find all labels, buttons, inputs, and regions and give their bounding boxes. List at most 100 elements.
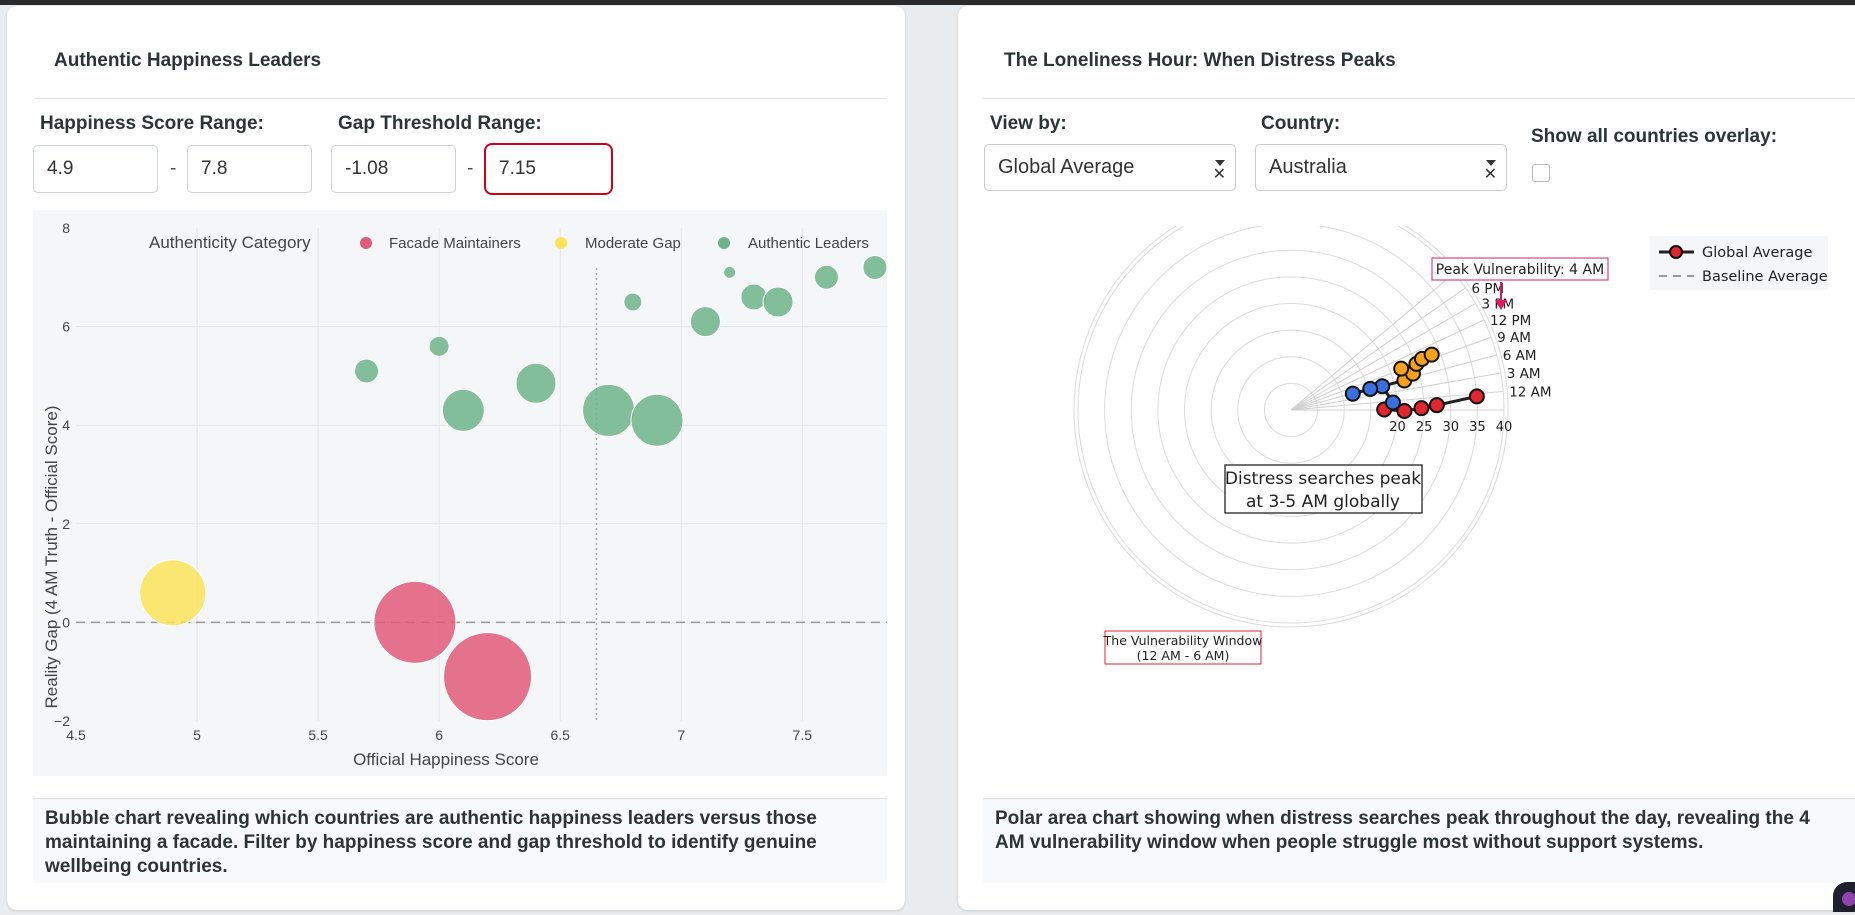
radial-tick-label: 20 — [1389, 420, 1406, 435]
x-tick-label: 5 — [193, 727, 201, 743]
hour-marker[interactable] — [1396, 402, 1413, 419]
hour-marker[interactable] — [1413, 400, 1430, 417]
peak-annotation-box — [1431, 257, 1609, 281]
bubble-facade-maintainers[interactable] — [443, 632, 533, 722]
radial-tick-label: 35 — [1469, 420, 1486, 435]
hour-marker[interactable] — [1423, 346, 1440, 363]
bubble-chart: 4.5 5 5.5 6 6.5 7 7.5 −2 0 2 4 6 8 Official Happines… — [33, 210, 887, 776]
chart-legend: Authenticity Category Facade Maintainers… — [149, 233, 869, 252]
y-axis-label: Reality Gap (4 AM Truth - Official Score… — [42, 406, 61, 709]
dropdown-arrow-icon[interactable] — [1215, 160, 1225, 166]
bubble-authentic-leaders[interactable] — [515, 362, 557, 404]
outer-ring — [1073, 226, 1509, 628]
legend-baseline-average[interactable]: Baseline Average — [1702, 269, 1828, 285]
bubble-authentic-leaders[interactable] — [740, 283, 768, 311]
legend-marker-icon — [1669, 245, 1683, 259]
window-annotation-line: (12 AM - 6 AM) — [1137, 648, 1230, 663]
bubble-facade-maintainers[interactable] — [373, 580, 457, 664]
legend-authentic-leaders[interactable]: Authentic Leaders — [748, 235, 869, 252]
legend-marker-authentic[interactable] — [718, 237, 730, 249]
divider — [34, 98, 887, 99]
legend-moderate-gap[interactable]: Moderate Gap — [585, 235, 681, 252]
hour-marker[interactable] — [1393, 360, 1410, 377]
card-title: Authentic Happiness Leaders — [54, 50, 322, 71]
angular-tick-label: 3 AM — [1507, 366, 1541, 382]
bubble-authentic-leaders[interactable] — [623, 292, 643, 312]
legend-facade-maintainers[interactable]: Facade Maintainers — [389, 235, 521, 252]
bubble-authentic-leaders[interactable] — [354, 358, 380, 384]
happiness-min-input[interactable] — [33, 145, 158, 193]
radial-tick-label: 40 — [1496, 420, 1513, 435]
divider — [983, 98, 1855, 99]
bubble-authentic-leaders[interactable] — [582, 383, 636, 437]
gap-range-label: Gap Threshold Range: — [338, 113, 542, 134]
x-axis-label: Official Happiness Score — [353, 750, 539, 769]
assistant-badge-icon[interactable] — [1833, 882, 1855, 912]
legend-marker-moderate[interactable] — [555, 237, 567, 249]
overlay-label: Show all countries overlay: — [1531, 126, 1778, 147]
country-value: Australia — [1269, 156, 1347, 178]
x-tick-label: 7 — [677, 727, 685, 743]
legend-marker-facade[interactable] — [360, 237, 372, 249]
chart-description: Polar area chart showing when distress s… — [983, 798, 1855, 883]
angular-spoke — [1290, 272, 1455, 411]
bubble-authentic-leaders[interactable] — [630, 393, 684, 447]
happiness-leaders-card: Authentic Happiness Leaders Happiness Sc… — [7, 6, 905, 910]
window-annotation-box — [1104, 630, 1262, 665]
x-tick-label: 6 — [435, 727, 443, 743]
y-tick-label: 0 — [62, 614, 70, 630]
happiness-range-label: Happiness Score Range: — [40, 113, 264, 134]
x-tick-label: 7.5 — [793, 727, 813, 743]
angular-spoke — [1290, 287, 1466, 411]
bubble-authentic-leaders[interactable] — [813, 264, 839, 290]
bubble-authentic-leaders[interactable] — [428, 335, 450, 357]
bubble-authentic-leaders[interactable] — [723, 265, 737, 279]
clear-icon[interactable]: ✕ — [1212, 166, 1226, 183]
peak-arrowhead-icon — [1495, 300, 1507, 310]
overlay-checkbox[interactable] — [1532, 164, 1550, 182]
hour-marker[interactable] — [1344, 385, 1361, 402]
angular-tick-label: 12 AM — [1509, 384, 1551, 400]
angular-tick-label: 9 AM — [1497, 330, 1531, 346]
radial-ring — [1077, 226, 1505, 624]
bubble-authentic-leaders[interactable] — [762, 286, 794, 318]
y-tick-label: 2 — [62, 516, 70, 532]
angular-spoke — [1290, 372, 1501, 411]
x-tick-label: 6.5 — [550, 727, 570, 743]
gap-max-input[interactable] — [484, 143, 613, 195]
country-label: Country: — [1261, 113, 1341, 134]
radial-tick-label: 25 — [1416, 420, 1433, 435]
hour-marker[interactable] — [1384, 394, 1401, 411]
happiness-max-input[interactable] — [187, 145, 312, 193]
view-by-value: Global Average — [998, 156, 1135, 178]
angular-tick-label: 6 AM — [1503, 348, 1537, 364]
hour-marker[interactable] — [1428, 397, 1445, 414]
country-select[interactable]: Australia ✕ — [1255, 144, 1507, 191]
angular-tick-label: 6 PM — [1471, 281, 1504, 297]
bubble-authentic-leaders[interactable] — [441, 388, 485, 432]
bubble-authentic-leaders[interactable] — [689, 306, 721, 338]
hour-marker[interactable] — [1362, 380, 1379, 397]
bubble-moderate-gap[interactable] — [139, 559, 207, 627]
dropdown-arrow-icon[interactable] — [1486, 160, 1496, 166]
range-separator: - — [170, 158, 177, 179]
card-title: The Loneliness Hour: When Distress Peaks — [1004, 50, 1396, 71]
view-by-select[interactable]: Global Average ✕ — [984, 144, 1236, 191]
bubble-authentic-leaders[interactable] — [862, 254, 887, 280]
angular-spoke — [1290, 319, 1485, 411]
peak-annotation: Peak Vulnerability: 4 AM — [1436, 262, 1604, 278]
summary-annotation-box — [1224, 464, 1423, 514]
range-separator: - — [467, 158, 474, 179]
clear-icon[interactable]: ✕ — [1483, 166, 1497, 183]
angular-spoke — [1290, 336, 1492, 411]
angular-spoke — [1290, 303, 1476, 411]
hour-marker[interactable] — [1468, 388, 1485, 405]
summary-annotation-line: at 3-5 AM globally — [1246, 492, 1400, 512]
summary-annotation-line: Distress searches peak — [1225, 469, 1421, 489]
x-tick-label: 4.5 — [66, 727, 86, 743]
gap-min-input[interactable] — [331, 145, 456, 193]
radial-tick-label: 30 — [1442, 420, 1459, 435]
chart-description: Bubble chart revealing which countries a… — [33, 798, 887, 883]
legend-global-average[interactable]: Global Average — [1702, 245, 1812, 261]
